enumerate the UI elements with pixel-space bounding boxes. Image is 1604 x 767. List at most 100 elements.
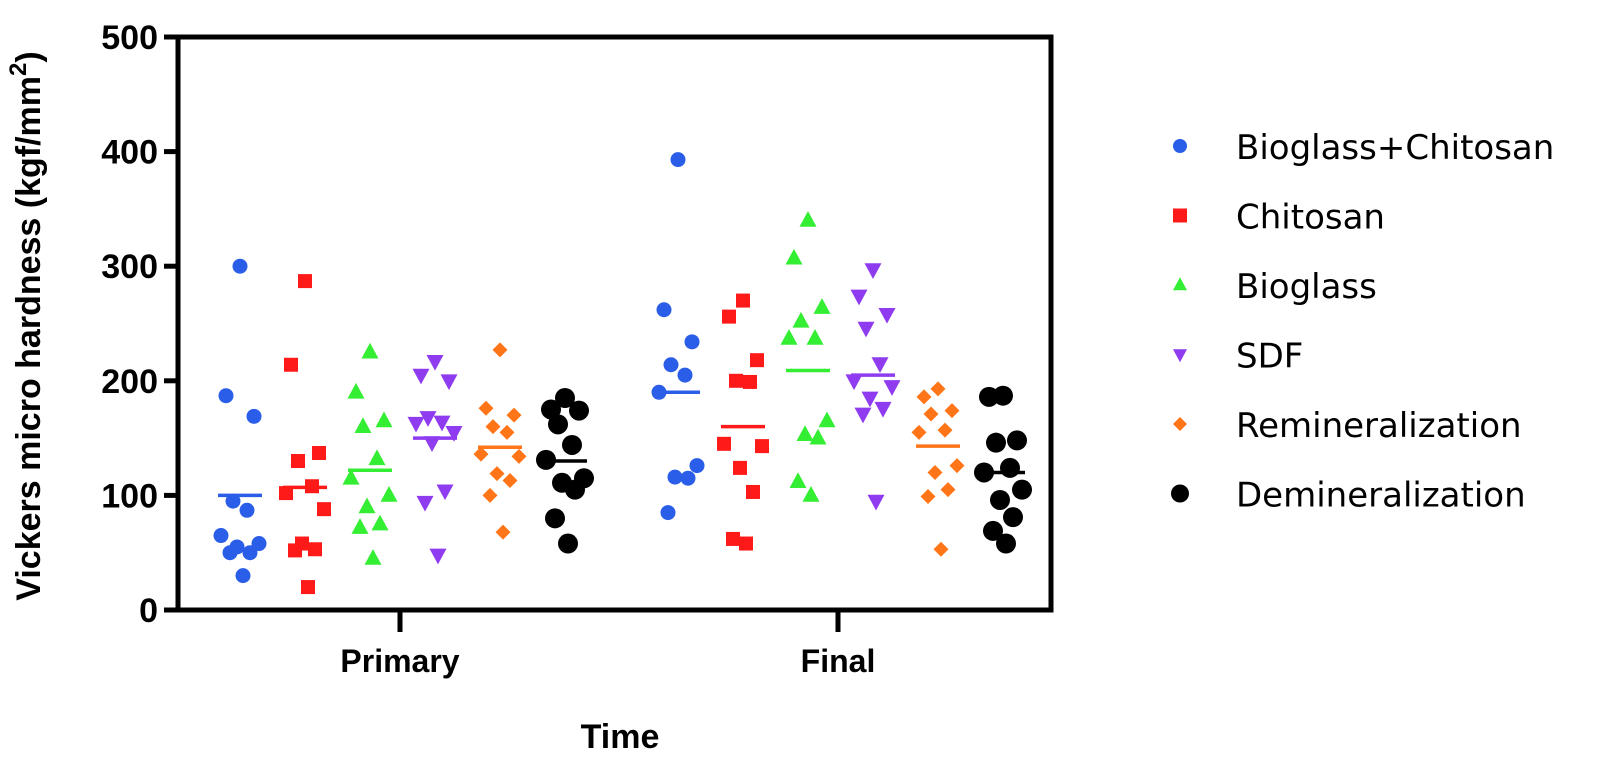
data-point-sdf-final [883,380,901,396]
data-point-chitosan-primary [312,445,326,460]
data-point-bioglass-final [792,311,810,328]
data-point-bioglass-chitosan-final [689,458,705,474]
data-point-demineralization-final [983,520,1003,541]
data-point-remineralization-primary [482,487,498,503]
data-point-bioglass-chitosan-primary [246,408,262,424]
data-point-chitosan-final [739,536,753,551]
data-point-sdf-primary [419,411,437,427]
legend-marker-sdf [1173,349,1187,363]
y-axis-title: Vickers micro hardness (kgf/mm2) [5,51,48,600]
data-point-sdf-primary [423,436,441,453]
data-point-demineralization-primary [558,533,578,554]
data-point-chitosan-final [755,439,769,454]
data-point-chitosan-final [746,484,760,499]
data-point-bioglass-final [780,329,798,345]
data-point-chitosan-final [736,293,750,308]
data-point-chitosan-primary [288,543,302,558]
data-point-demineralization-final [1000,457,1020,478]
data-point-chitosan-final [733,460,747,475]
data-point-chitosan-final [743,374,757,389]
legend-marker-bioglass [1173,277,1187,291]
data-point-chitosan-primary [317,502,331,517]
data-point-sdf-final [857,321,875,338]
data-point-remineralization-final [927,464,943,480]
axis-layer: 0 100 200 300 400 500 Primary Final [101,19,1054,679]
legend-label-bioglass: Bioglass [1236,267,1377,307]
data-point-demineralization-primary [548,414,568,435]
data-point-remineralization-final [937,422,953,438]
y-axis-title-sup: 2 [5,63,32,76]
data-point-remineralization-primary [485,419,501,435]
data-point-bioglass-final [799,211,817,227]
data-point-demineralization-primary [565,479,585,500]
data-point-sdf-final [864,263,882,279]
data-point-remineralization-primary [499,424,515,440]
data-point-bioglass-chitosan-final [667,469,683,485]
data-point-remineralization-final [916,389,932,405]
data-point-bioglass-chitosan-primary [218,388,234,404]
data-point-remineralization-primary [478,400,494,416]
data-point-sdf-final [871,357,889,373]
data-point-chitosan-primary [301,580,315,595]
data-point-bioglass-final [802,486,820,502]
y-tick-label: 300 [101,248,158,286]
data-point-sdf-primary [426,354,444,371]
data-point-bioglass-primary [354,417,372,434]
data-point-sdf-final [861,391,879,408]
data-point-bioglass-chitosan-final [663,357,679,373]
data-point-bioglass-primary [375,411,393,428]
data-point-demineralization-final [1012,479,1032,500]
marks-layer [213,152,1032,595]
data-point-bioglass-chitosan-final [656,302,672,318]
data-point-sdf-primary [445,425,463,442]
legend-marker-remineralization [1173,417,1187,431]
data-point-remineralization-final [911,424,927,440]
data-point-remineralization-final [944,403,960,419]
data-point-sdf-primary [433,415,451,432]
y-tick-label: 500 [101,19,158,57]
legend-label-bioglass-chitosan: Bioglass+Chitosan [1236,128,1554,168]
data-point-remineralization-final [920,489,936,505]
data-point-bioglass-chitosan-primary [235,568,251,584]
data-point-bioglass-chitosan-final [660,505,676,521]
legend-marker-bioglass-chitosan [1173,139,1187,153]
data-point-bioglass-chitosan-final [680,470,696,486]
data-point-bioglass-primary [364,549,382,565]
legend-label-demineralization: Demineralization [1236,476,1526,516]
data-point-remineralization-final [940,482,956,498]
data-point-sdf-final [878,307,896,324]
data-point-demineralization-final [1003,507,1023,528]
data-point-sdf-final [850,289,868,306]
data-point-demineralization-primary [545,508,565,529]
data-point-remineralization-primary [502,473,518,489]
data-point-demineralization-final [990,489,1010,510]
y-tick-label: 0 [139,592,158,630]
data-point-chitosan-primary [291,454,305,469]
data-point-demineralization-final [979,386,999,407]
data-point-remineralization-final [933,541,949,557]
data-point-bioglass-final [806,329,824,345]
plot-frame [175,34,1054,613]
data-point-bioglass-chitosan-primary [242,545,258,561]
data-point-sdf-final [874,401,892,418]
data-point-bioglass-primary [342,468,360,485]
legend-label-sdf: SDF [1236,337,1303,377]
data-point-remineralization-primary [506,407,522,423]
x-tick-label-primary: Primary [340,643,459,679]
data-point-remineralization-final [930,381,946,397]
data-point-chitosan-primary [308,542,322,557]
y-tick-label: 200 [101,363,158,401]
data-point-demineralization-final [1007,430,1027,451]
x-tick-label-final: Final [801,643,876,679]
data-point-bioglass-final [785,248,803,265]
data-point-remineralization-final [923,406,939,422]
data-point-remineralization-primary [495,524,511,540]
data-point-chitosan-primary [279,486,293,501]
y-tick-label: 100 [101,477,158,515]
data-point-sdf-final [867,494,885,511]
legend-label-remineralization: Remineralization [1236,406,1522,446]
data-point-bioglass-chitosan-primary [213,528,229,544]
data-point-chitosan-final [729,373,743,388]
data-point-bioglass-primary [351,518,369,534]
data-point-chitosan-primary [298,274,312,289]
